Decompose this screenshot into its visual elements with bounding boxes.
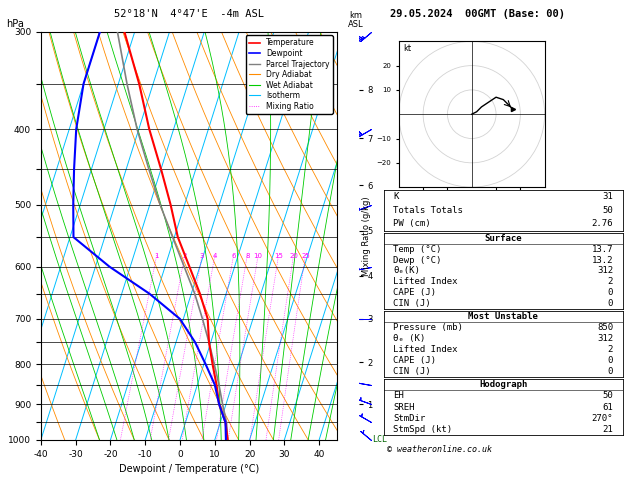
Text: 0: 0 [608,366,613,376]
Text: 10: 10 [253,253,263,260]
Text: StmDir: StmDir [393,414,425,423]
Text: Pressure (mb): Pressure (mb) [393,323,463,332]
Text: km
ASL: km ASL [348,11,363,29]
Text: CAPE (J): CAPE (J) [393,288,437,297]
Text: 50: 50 [603,206,613,215]
Text: Temp (°C): Temp (°C) [393,245,442,254]
Text: Lifted Index: Lifted Index [393,277,458,286]
X-axis label: Dewpoint / Temperature (°C): Dewpoint / Temperature (°C) [119,464,259,474]
Text: 270°: 270° [592,414,613,423]
Text: 25: 25 [301,253,310,260]
Text: 2: 2 [182,253,187,260]
Text: 1: 1 [155,253,159,260]
Text: Surface: Surface [484,234,522,243]
Text: Lifted Index: Lifted Index [393,345,458,354]
Text: 2.76: 2.76 [592,220,613,228]
Text: CIN (J): CIN (J) [393,366,431,376]
Text: 850: 850 [597,323,613,332]
Text: 3: 3 [200,253,204,260]
Text: 21: 21 [603,425,613,434]
Text: CAPE (J): CAPE (J) [393,356,437,365]
Text: kt: kt [404,44,412,53]
Text: 13.2: 13.2 [592,256,613,265]
Text: 15: 15 [274,253,283,260]
Text: 61: 61 [603,402,613,412]
Text: 0: 0 [608,356,613,365]
Text: Mixing Ratio (g/kg): Mixing Ratio (g/kg) [362,196,370,276]
Text: 50: 50 [603,391,613,400]
Text: 312: 312 [597,266,613,276]
Text: 0: 0 [608,299,613,308]
Legend: Temperature, Dewpoint, Parcel Trajectory, Dry Adiabat, Wet Adiabat, Isotherm, Mi: Temperature, Dewpoint, Parcel Trajectory… [245,35,333,114]
Text: 2: 2 [608,345,613,354]
Text: StmSpd (kt): StmSpd (kt) [393,425,452,434]
Text: CIN (J): CIN (J) [393,299,431,308]
Text: 312: 312 [597,334,613,343]
Text: SREH: SREH [393,402,415,412]
Text: © weatheronline.co.uk: © weatheronline.co.uk [387,445,492,454]
Text: Dewp (°C): Dewp (°C) [393,256,442,265]
Text: 0: 0 [608,288,613,297]
Text: 4: 4 [213,253,217,260]
Text: 13.7: 13.7 [592,245,613,254]
Text: EH: EH [393,391,404,400]
Text: hPa: hPa [6,19,24,29]
Text: LCL: LCL [372,435,387,444]
Text: Most Unstable: Most Unstable [468,312,538,321]
Text: 29.05.2024  00GMT (Base: 00): 29.05.2024 00GMT (Base: 00) [390,9,565,19]
Text: 6: 6 [231,253,236,260]
Text: Totals Totals: Totals Totals [393,206,463,215]
Text: θₑ (K): θₑ (K) [393,334,425,343]
Text: θₑ(K): θₑ(K) [393,266,420,276]
Text: 8: 8 [245,253,250,260]
Text: PW (cm): PW (cm) [393,220,431,228]
Text: 2: 2 [608,277,613,286]
Text: 31: 31 [603,192,613,201]
Text: 52°18'N  4°47'E  -4m ASL: 52°18'N 4°47'E -4m ASL [114,9,264,19]
Text: 20: 20 [289,253,298,260]
Text: K: K [393,192,399,201]
Text: Hodograph: Hodograph [479,380,527,389]
